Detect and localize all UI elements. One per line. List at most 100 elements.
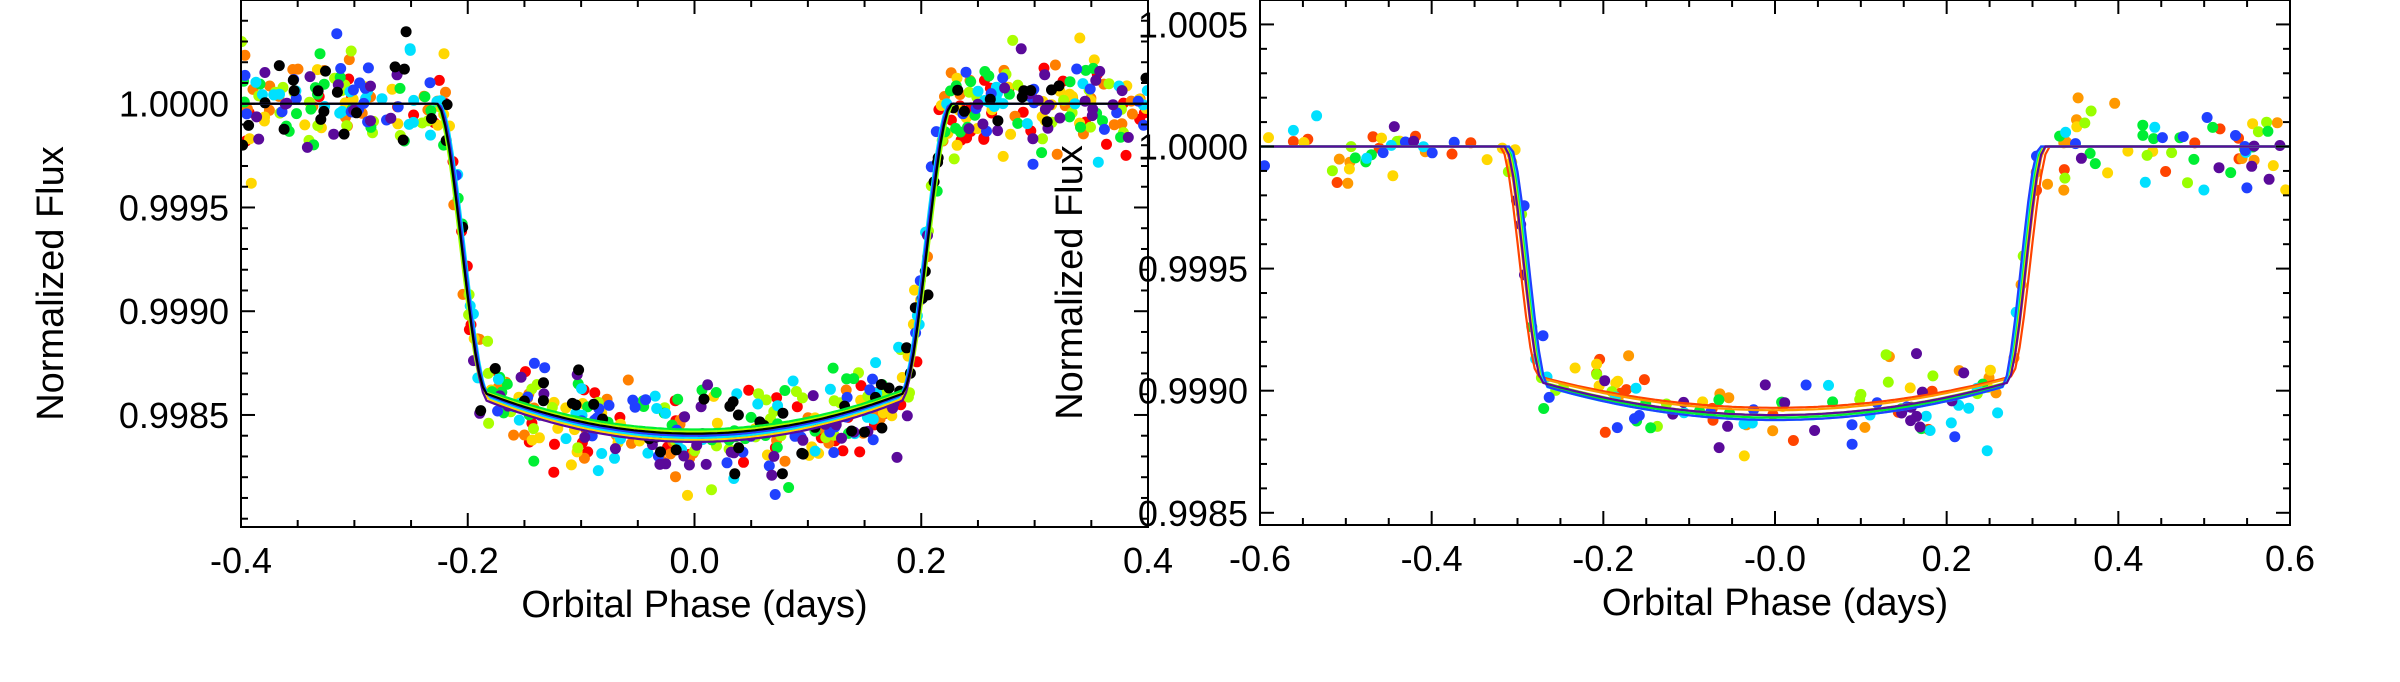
data-point <box>809 445 821 457</box>
data-point <box>867 413 879 425</box>
data-point <box>965 76 977 88</box>
data-point <box>883 382 895 394</box>
data-point <box>1905 415 1917 427</box>
data-point <box>960 66 972 78</box>
left-ticks <box>240 0 1149 527</box>
data-point <box>419 91 431 103</box>
data-point <box>678 450 690 462</box>
data-point <box>515 371 527 383</box>
data-point <box>769 489 781 500</box>
data-point <box>1880 349 1892 361</box>
data-point <box>2267 160 2279 172</box>
data-point <box>1738 450 1750 462</box>
data-point <box>1846 419 1858 431</box>
data-point <box>1827 396 1839 408</box>
data-point <box>2262 125 2274 137</box>
right-data-points <box>1260 92 2290 462</box>
data-point <box>1287 124 1299 136</box>
right-model-curves <box>1260 145 2290 422</box>
data-point <box>1053 80 1065 92</box>
data-point <box>649 390 661 402</box>
data-point <box>2122 145 2134 157</box>
data-point <box>579 431 591 443</box>
data-point <box>548 466 560 478</box>
data-point <box>304 71 316 83</box>
data-point <box>1914 421 1926 433</box>
data-point <box>1027 158 1039 170</box>
model-curve <box>241 102 1148 435</box>
data-point <box>345 45 357 57</box>
data-point <box>745 411 757 423</box>
data-point <box>948 153 960 165</box>
right-x-axis-label: Orbital Phase (days) <box>1602 582 1948 624</box>
data-point <box>768 450 780 462</box>
data-point <box>1800 379 1812 391</box>
data-point <box>2239 145 2251 156</box>
data-point <box>1426 147 1438 159</box>
data-point <box>2241 182 2253 194</box>
data-point <box>426 113 437 124</box>
data-point <box>2271 117 2283 129</box>
x-tick-label: -0.6 <box>1229 538 1291 579</box>
data-point <box>642 447 654 459</box>
y-tick-label: 0.9995 <box>1138 249 1248 290</box>
data-point <box>273 60 285 72</box>
data-point <box>572 442 584 454</box>
data-point <box>1787 435 1799 446</box>
data-point <box>1039 69 1051 81</box>
data-point <box>776 468 788 480</box>
data-point <box>482 335 494 347</box>
data-point <box>854 446 866 458</box>
data-point <box>433 74 445 86</box>
data-point <box>376 93 388 105</box>
data-point <box>828 447 840 458</box>
data-point <box>670 471 681 483</box>
data-point <box>1388 121 1400 133</box>
data-point <box>1927 370 1939 382</box>
data-point <box>351 107 362 119</box>
model-curve <box>1260 145 2290 417</box>
data-point <box>891 451 903 463</box>
data-point <box>1591 358 1603 370</box>
data-point <box>660 407 672 419</box>
data-point <box>1098 123 1110 135</box>
data-point <box>539 362 551 374</box>
data-point <box>347 84 359 96</box>
data-point <box>837 445 849 457</box>
data-point <box>698 393 710 405</box>
data-point <box>538 377 549 389</box>
data-point <box>1859 421 1871 433</box>
data-point <box>1377 147 1389 159</box>
data-point <box>771 392 783 404</box>
data-point <box>867 373 878 385</box>
data-point <box>398 63 410 75</box>
data-point <box>1630 382 1642 394</box>
data-point <box>2059 172 2071 184</box>
data-point <box>1071 63 1083 75</box>
data-point <box>2198 184 2210 196</box>
data-point <box>441 99 453 111</box>
data-point <box>1620 384 1632 396</box>
data-point <box>589 387 601 399</box>
y-tick-label: 0.9995 <box>119 187 229 228</box>
data-point <box>1051 148 1063 160</box>
data-point <box>1349 152 1361 164</box>
data-point <box>1984 364 1996 376</box>
data-point <box>2230 130 2241 141</box>
data-point <box>1543 391 1555 403</box>
data-point <box>1645 422 1657 434</box>
data-point <box>1126 108 1138 120</box>
x-tick-label: 0.4 <box>1123 540 1173 581</box>
model-curve <box>1260 145 2290 422</box>
data-point <box>951 139 963 151</box>
data-point <box>1713 442 1725 454</box>
left-transit-panel: -0.4 -0.2 0.0 0.2 0.4 0.9985 0.9990 0.9995 1.000… <box>30 0 1173 626</box>
y-tick-label: 1.0000 <box>1138 127 1248 168</box>
data-point <box>997 150 1009 162</box>
data-point <box>2188 153 2200 165</box>
data-point <box>1367 131 1379 143</box>
data-point <box>1610 377 1622 389</box>
data-point <box>1723 392 1735 404</box>
data-point <box>1007 34 1019 46</box>
data-point <box>386 83 398 95</box>
